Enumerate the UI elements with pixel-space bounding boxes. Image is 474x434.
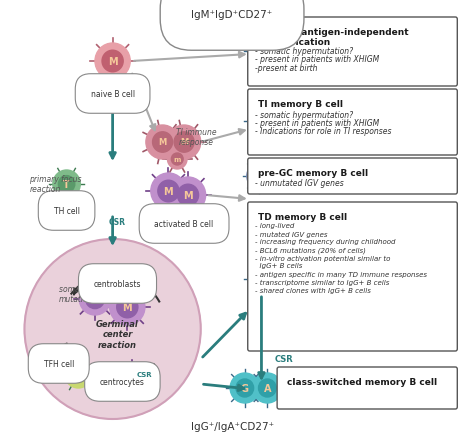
Circle shape [153, 132, 173, 153]
Text: CSR: CSR [274, 354, 293, 363]
Text: - mutated IGV genes: - mutated IGV genes [255, 231, 327, 237]
Text: M: M [122, 302, 132, 312]
FancyBboxPatch shape [248, 159, 457, 194]
Circle shape [177, 185, 199, 206]
Circle shape [102, 51, 123, 72]
Circle shape [170, 178, 206, 214]
Text: somatic hyper-
mutation: somatic hyper- mutation [59, 284, 116, 304]
Text: naive B cell: naive B cell [91, 90, 135, 99]
Circle shape [248, 265, 275, 293]
Circle shape [118, 365, 146, 393]
Circle shape [58, 176, 75, 193]
Circle shape [247, 164, 272, 190]
Text: - increasing frequency during childhood: - increasing frequency during childhood [255, 239, 395, 245]
Text: A: A [264, 383, 271, 393]
Circle shape [146, 126, 179, 160]
FancyBboxPatch shape [248, 18, 457, 87]
Circle shape [236, 379, 254, 397]
Text: centroblasts: centroblasts [94, 279, 141, 288]
Circle shape [172, 154, 183, 166]
Circle shape [248, 38, 275, 66]
Text: M: M [158, 138, 167, 147]
FancyBboxPatch shape [248, 203, 457, 351]
Circle shape [252, 169, 267, 184]
Text: TI memory B cell: TI memory B cell [257, 100, 343, 109]
Text: M: M [180, 138, 188, 147]
Circle shape [258, 379, 276, 397]
Text: M: M [91, 295, 99, 304]
Text: Primary antigen-independent
diversification: Primary antigen-independent diversificat… [257, 28, 408, 47]
Circle shape [86, 290, 104, 309]
Text: - long-lived: - long-lived [255, 223, 294, 229]
Circle shape [253, 43, 270, 60]
Circle shape [253, 271, 270, 288]
Text: TH cell: TH cell [54, 207, 80, 216]
Text: - unmutated IGV genes: - unmutated IGV genes [255, 179, 343, 188]
Text: M: M [257, 275, 265, 284]
Text: - antigen specific in many TD immune responses: - antigen specific in many TD immune res… [255, 271, 427, 277]
Circle shape [117, 296, 138, 318]
Text: TFH cell: TFH cell [44, 359, 74, 368]
Text: TD memory B cell: TD memory B cell [257, 213, 346, 221]
Circle shape [79, 283, 110, 315]
Text: G: G [241, 383, 249, 393]
Circle shape [230, 373, 259, 403]
Text: - somatic hypermutation?: - somatic hypermutation? [255, 110, 353, 119]
Text: m: m [173, 157, 181, 163]
Text: - Indications for role in TI responses: - Indications for role in TI responses [255, 127, 391, 136]
Circle shape [248, 108, 275, 136]
Circle shape [174, 132, 194, 153]
Text: - shared clones with IgG+ B cells: - shared clones with IgG+ B cells [255, 287, 371, 293]
Text: IgG⁺/IgA⁺CD27⁺: IgG⁺/IgA⁺CD27⁺ [191, 421, 273, 431]
Text: class-switched memory B cell: class-switched memory B cell [287, 377, 437, 386]
Text: M: M [108, 57, 118, 67]
Text: M: M [255, 172, 264, 181]
Text: -present at birth: -present at birth [255, 64, 317, 73]
Text: CSR: CSR [109, 217, 126, 227]
Text: pre-GC memory B cell: pre-GC memory B cell [257, 169, 368, 178]
Text: Germinal
center
reaction: Germinal center reaction [96, 319, 139, 349]
Text: - in-vitro activation potential similar to: - in-vitro activation potential similar … [255, 255, 390, 261]
Text: M: M [183, 191, 193, 201]
Text: M: M [257, 47, 265, 56]
Circle shape [253, 113, 270, 130]
Text: TI immune
response: TI immune response [175, 128, 216, 147]
Text: M: M [164, 187, 173, 197]
Text: CSR: CSR [136, 371, 152, 377]
Circle shape [253, 373, 282, 403]
FancyBboxPatch shape [277, 367, 457, 409]
Text: M: M [128, 375, 137, 384]
Circle shape [151, 174, 186, 210]
Text: - present in patients with XHIGM: - present in patients with XHIGM [255, 56, 379, 64]
FancyBboxPatch shape [248, 90, 457, 156]
Text: - transcriptome similar to IgG+ B cells: - transcriptome similar to IgG+ B cells [255, 279, 389, 285]
Circle shape [64, 360, 92, 388]
Text: T: T [75, 369, 82, 379]
Circle shape [53, 171, 80, 198]
Text: IgM⁺IgD⁺CD27⁺: IgM⁺IgD⁺CD27⁺ [191, 10, 273, 20]
Circle shape [25, 240, 201, 419]
Text: IgG+ B cells: IgG+ B cells [255, 263, 302, 269]
Circle shape [70, 366, 87, 382]
Text: - BCL6 mutations (20% of cells): - BCL6 mutations (20% of cells) [255, 247, 365, 253]
Circle shape [167, 126, 201, 160]
Text: - present in patients with XHIGM: - present in patients with XHIGM [255, 119, 379, 128]
Text: - somatic hypermutation?: - somatic hypermutation? [255, 47, 353, 56]
Circle shape [124, 371, 140, 388]
Text: primary focus
reaction: primary focus reaction [29, 174, 82, 194]
Circle shape [158, 181, 179, 202]
Text: M: M [257, 117, 265, 126]
Circle shape [109, 289, 145, 325]
Text: T: T [63, 180, 70, 190]
Circle shape [167, 150, 187, 170]
Text: activated B cell: activated B cell [155, 220, 214, 228]
Text: centrocytes: centrocytes [100, 377, 145, 386]
Circle shape [95, 44, 130, 80]
